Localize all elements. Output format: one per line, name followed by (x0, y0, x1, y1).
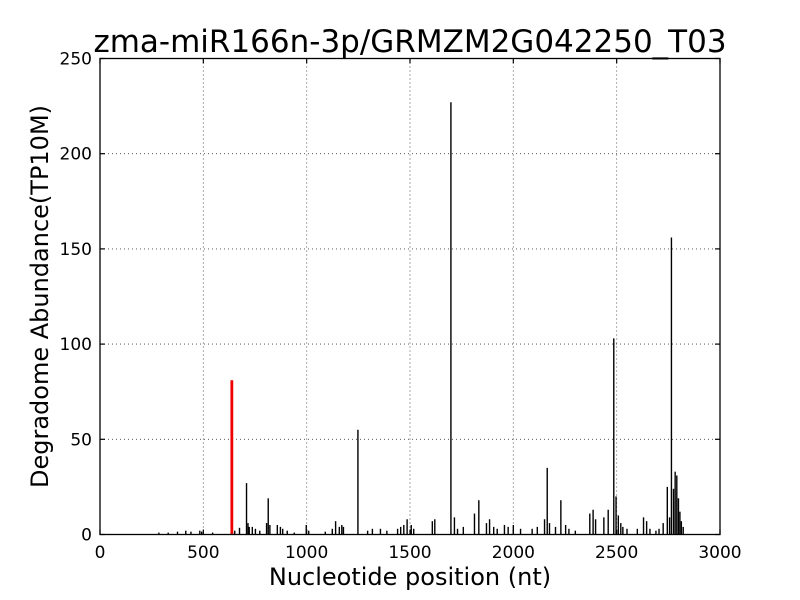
y-tick-label-0: 0 (81, 526, 92, 546)
x-tick-label-2500: 2500 (595, 543, 638, 563)
y-tick-label-250: 250 (60, 50, 92, 70)
y-tick-label-200: 200 (60, 145, 92, 165)
y-tick-labels: 0 50 100 150 200 250 (60, 50, 92, 546)
x-tick-labels: 0 500 1000 1500 2000 2500 3000 (95, 543, 742, 563)
y-tick-label-50: 50 (70, 430, 92, 450)
x-axis-label: Nucleotide position (nt) (269, 563, 551, 591)
x-tick-label-500: 500 (187, 543, 219, 563)
grid-lines (100, 58, 720, 535)
y-tick-label-100: 100 (60, 335, 92, 355)
y-axis-label: Degradome Abundance(TP10M) (26, 105, 54, 488)
y-tick-label-150: 150 (60, 240, 92, 260)
x-tick-label-1000: 1000 (285, 543, 328, 563)
axis-ticks (99, 57, 721, 536)
x-tick-label-0: 0 (95, 543, 106, 563)
degradome-bars (158, 102, 684, 535)
x-tick-label-1500: 1500 (388, 543, 431, 563)
chart-title: zma-miR166n-3p/GRMZM2G042250_T03 (93, 24, 726, 60)
x-tick-label-2000: 2000 (492, 543, 535, 563)
x-tick-label-3000: 3000 (698, 543, 741, 563)
